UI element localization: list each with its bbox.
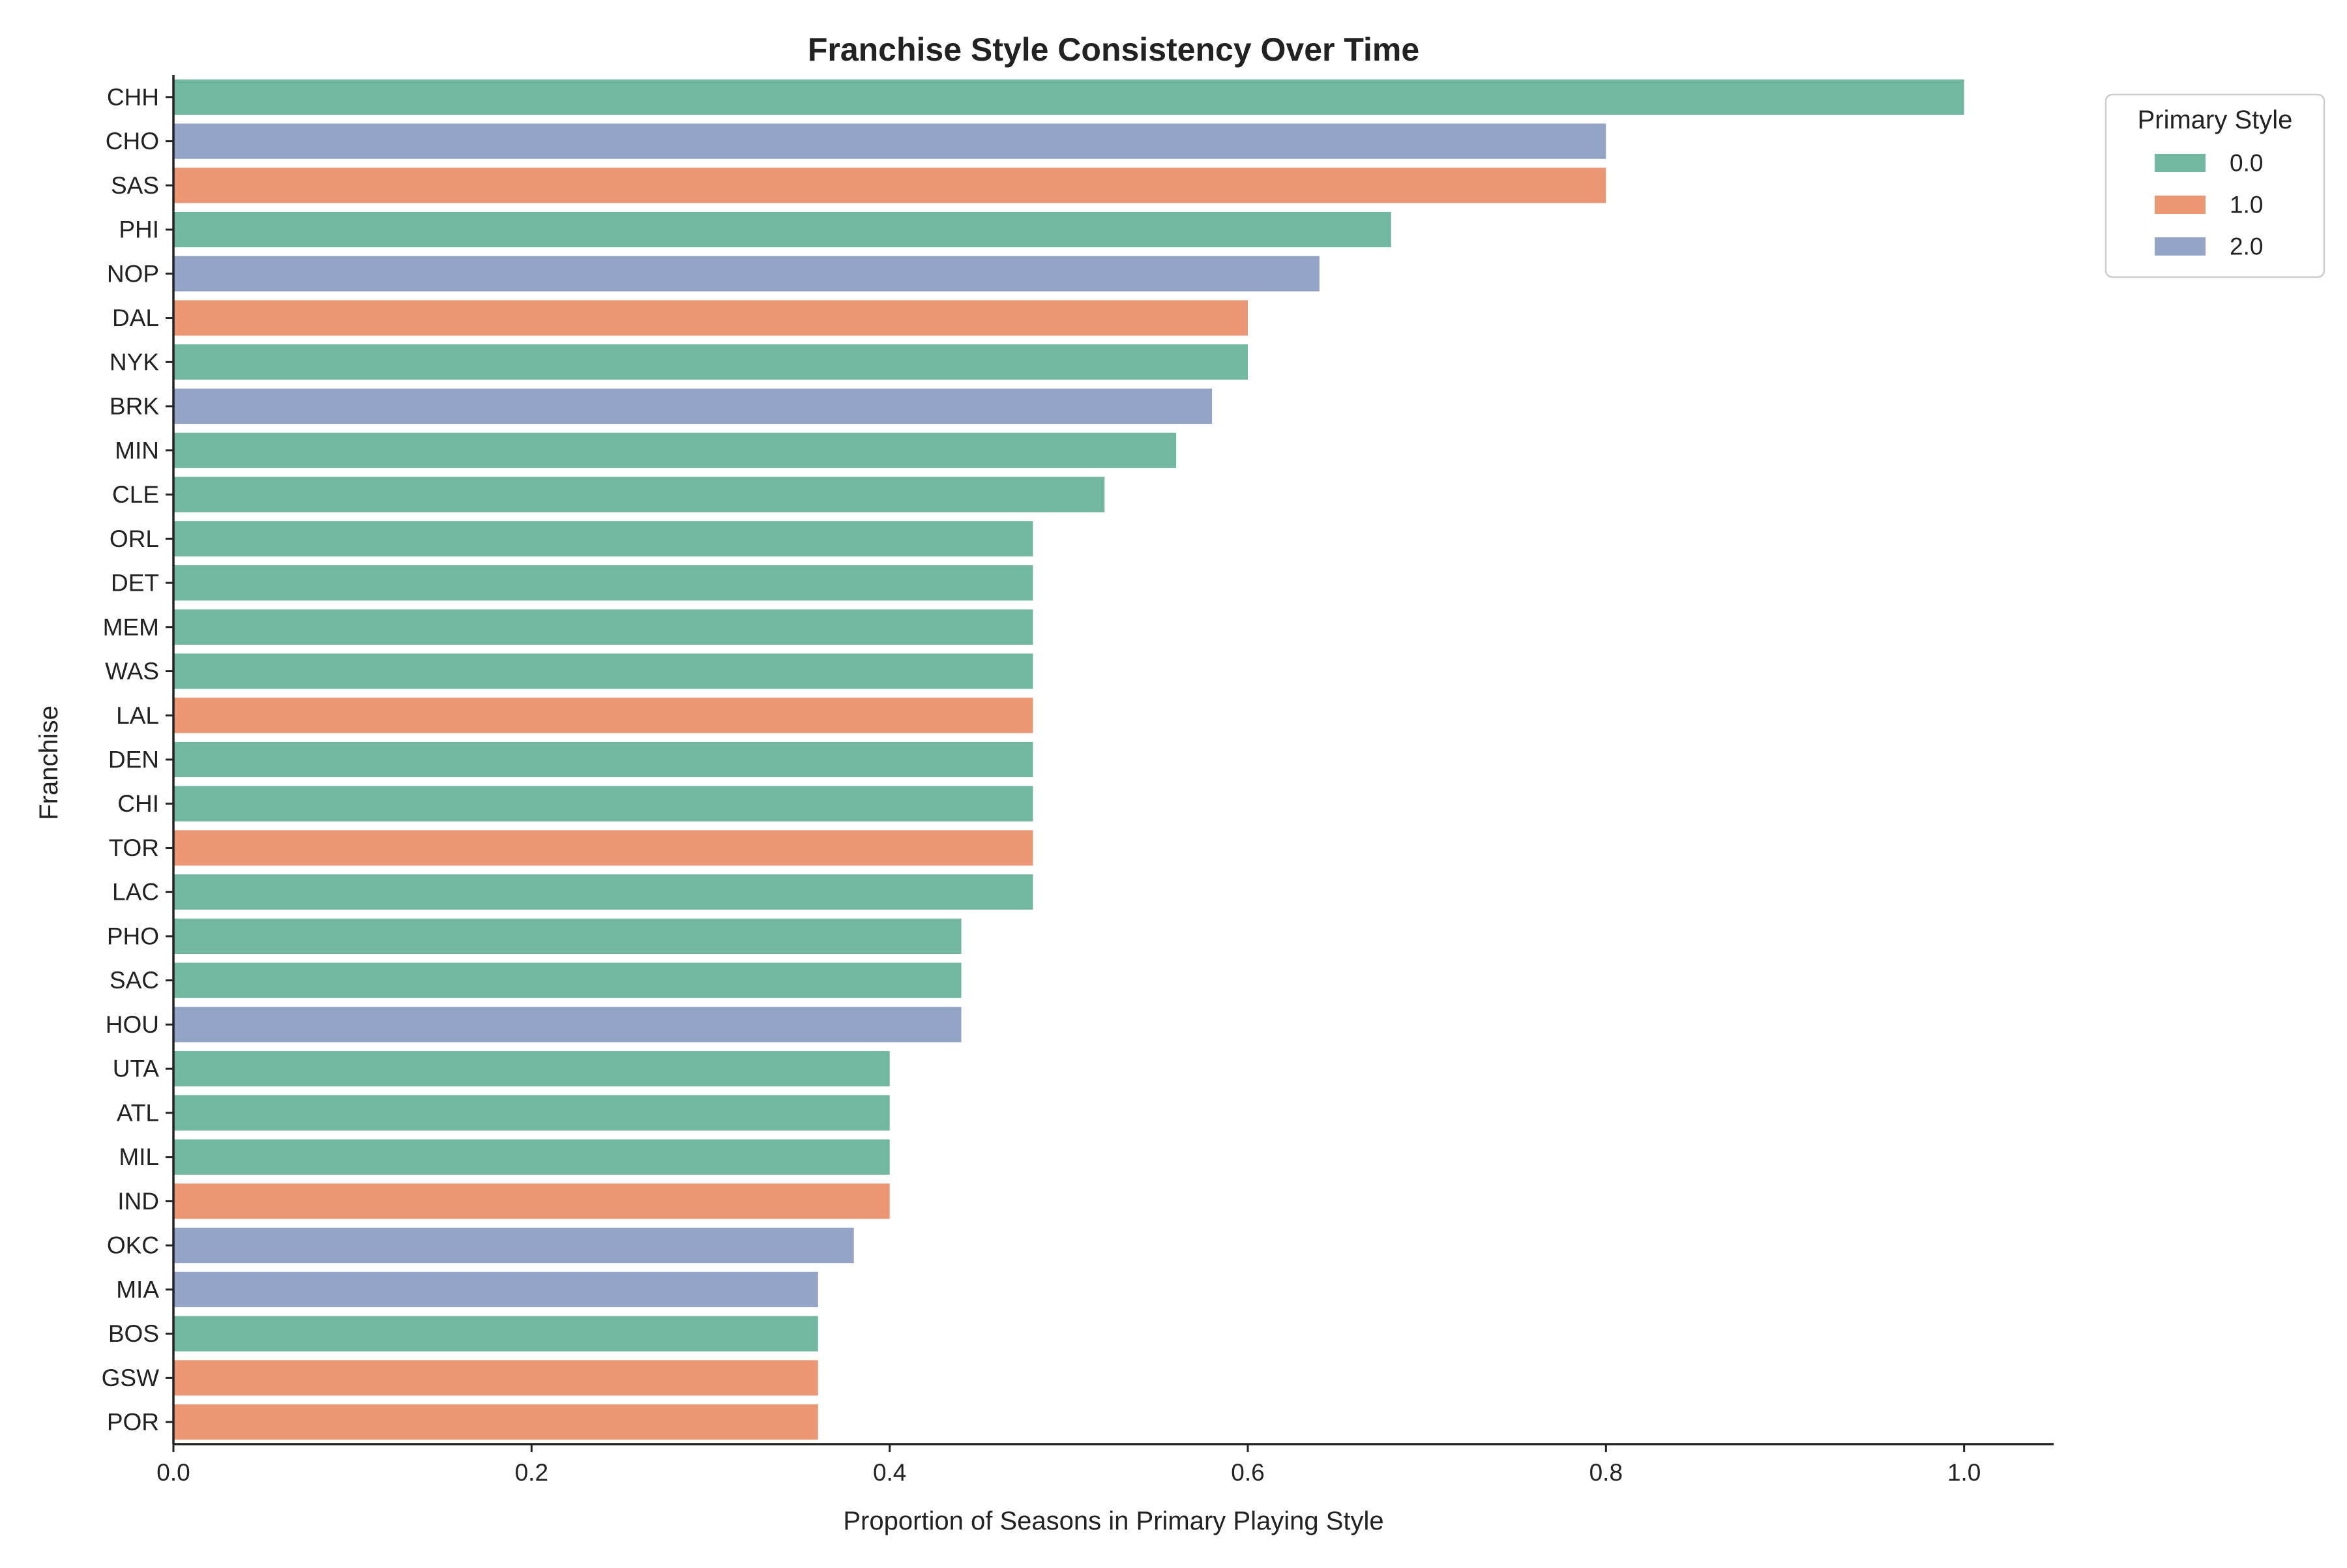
bar-mia	[173, 1271, 818, 1307]
y-tick-label: PHO	[107, 923, 159, 949]
bar-sas	[173, 168, 1606, 203]
legend-frame	[2104, 93, 2325, 278]
bar-tor	[173, 830, 1033, 866]
y-tick-label: LAL	[116, 702, 159, 729]
x-tick-label: 1.0	[1947, 1459, 1981, 1486]
bar-brk	[173, 388, 1213, 424]
bar-por	[173, 1404, 818, 1440]
y-tick-label: OKC	[107, 1232, 159, 1259]
bar-cho	[173, 123, 1606, 159]
y-tick-label: NYK	[110, 349, 159, 376]
bar-det	[173, 565, 1033, 601]
bar-mem	[173, 609, 1033, 645]
bar-atl	[173, 1095, 890, 1131]
legend: Primary Style 0.0 1.0 2.0	[2104, 93, 2325, 278]
x-tick-label: 0.8	[1589, 1459, 1623, 1486]
x-tick-label: 0.2	[515, 1459, 548, 1486]
y-tick-label: CLE	[112, 481, 159, 508]
bar-was	[173, 653, 1033, 689]
x-axis-label: Proportion of Seasons in Primary Playing…	[843, 1507, 1383, 1535]
y-tick-label: SAC	[110, 967, 159, 994]
bar-okc	[173, 1228, 854, 1264]
bar-hou	[173, 1007, 962, 1043]
bar-lac	[173, 874, 1033, 910]
legend-swatch	[2155, 154, 2206, 172]
bar-gsw	[173, 1360, 818, 1396]
y-tick-label: MIN	[115, 437, 159, 464]
y-tick-label: DAL	[112, 304, 159, 331]
y-tick-label: PHI	[119, 216, 159, 243]
bar-dal	[173, 300, 1248, 336]
bar-bos	[173, 1316, 818, 1352]
bar-chi	[173, 786, 1033, 821]
y-tick-label: ORL	[110, 525, 159, 552]
y-tick-label: TOR	[109, 835, 159, 861]
bar-nyk	[173, 344, 1248, 380]
legend-entry-label: 2.0	[2230, 233, 2263, 260]
bar-mil	[173, 1139, 890, 1175]
y-tick-label: MIL	[119, 1144, 159, 1170]
y-tick-label: GSW	[102, 1365, 159, 1391]
bar-sac	[173, 962, 962, 998]
y-tick-label: DET	[111, 570, 159, 597]
bar-lal	[173, 698, 1033, 733]
legend-entry-label: 0.0	[2230, 150, 2263, 177]
y-tick-label: MEM	[103, 614, 159, 640]
y-tick-label: CHH	[107, 83, 159, 110]
chart-title: Franchise Style Consistency Over Time	[808, 31, 1419, 68]
y-tick-label: UTA	[113, 1056, 160, 1082]
y-tick-label: CHO	[106, 128, 159, 155]
axes-layer: CHH CHO SAS PHI NOP DAL NYK BRK MIN CLE ORL DET MEM W…	[102, 75, 2054, 1486]
y-tick-label: MIA	[116, 1276, 159, 1303]
y-tick-label: WAS	[105, 658, 159, 685]
y-tick-label: HOU	[106, 1011, 159, 1038]
y-tick-label: BOS	[108, 1320, 159, 1347]
bars-layer	[173, 79, 1964, 1440]
y-tick-label: CHI	[117, 790, 159, 817]
legend-title: Primary Style	[2138, 106, 2293, 134]
y-tick-label: BRK	[110, 393, 159, 420]
y-tick-label: NOP	[107, 260, 159, 287]
y-tick-label: ATL	[117, 1099, 159, 1126]
bar-orl	[173, 521, 1033, 557]
y-tick-label: LAC	[112, 879, 159, 906]
y-tick-label: SAS	[111, 172, 159, 199]
bar-ind	[173, 1183, 890, 1219]
bar-chh	[173, 79, 1964, 115]
bar-nop	[173, 256, 1320, 291]
x-tick-label: 0.6	[1231, 1459, 1264, 1486]
legend-swatch	[2155, 237, 2206, 256]
y-tick-label: POR	[107, 1409, 159, 1436]
bar-uta	[173, 1051, 890, 1087]
bar-pho	[173, 918, 962, 954]
bar-min	[173, 432, 1177, 468]
x-tick-label: 0.4	[873, 1459, 906, 1486]
y-axis-label: Franchise	[35, 705, 63, 820]
legend-entry-label: 1.0	[2230, 192, 2263, 218]
y-tick-label: IND	[117, 1188, 159, 1215]
bar-den	[173, 741, 1033, 778]
y-tick-label: DEN	[108, 747, 159, 773]
bar-phi	[173, 212, 1391, 248]
legend-swatch	[2155, 196, 2206, 214]
bar-cle	[173, 477, 1105, 512]
x-tick-label: 0.0	[156, 1459, 190, 1486]
